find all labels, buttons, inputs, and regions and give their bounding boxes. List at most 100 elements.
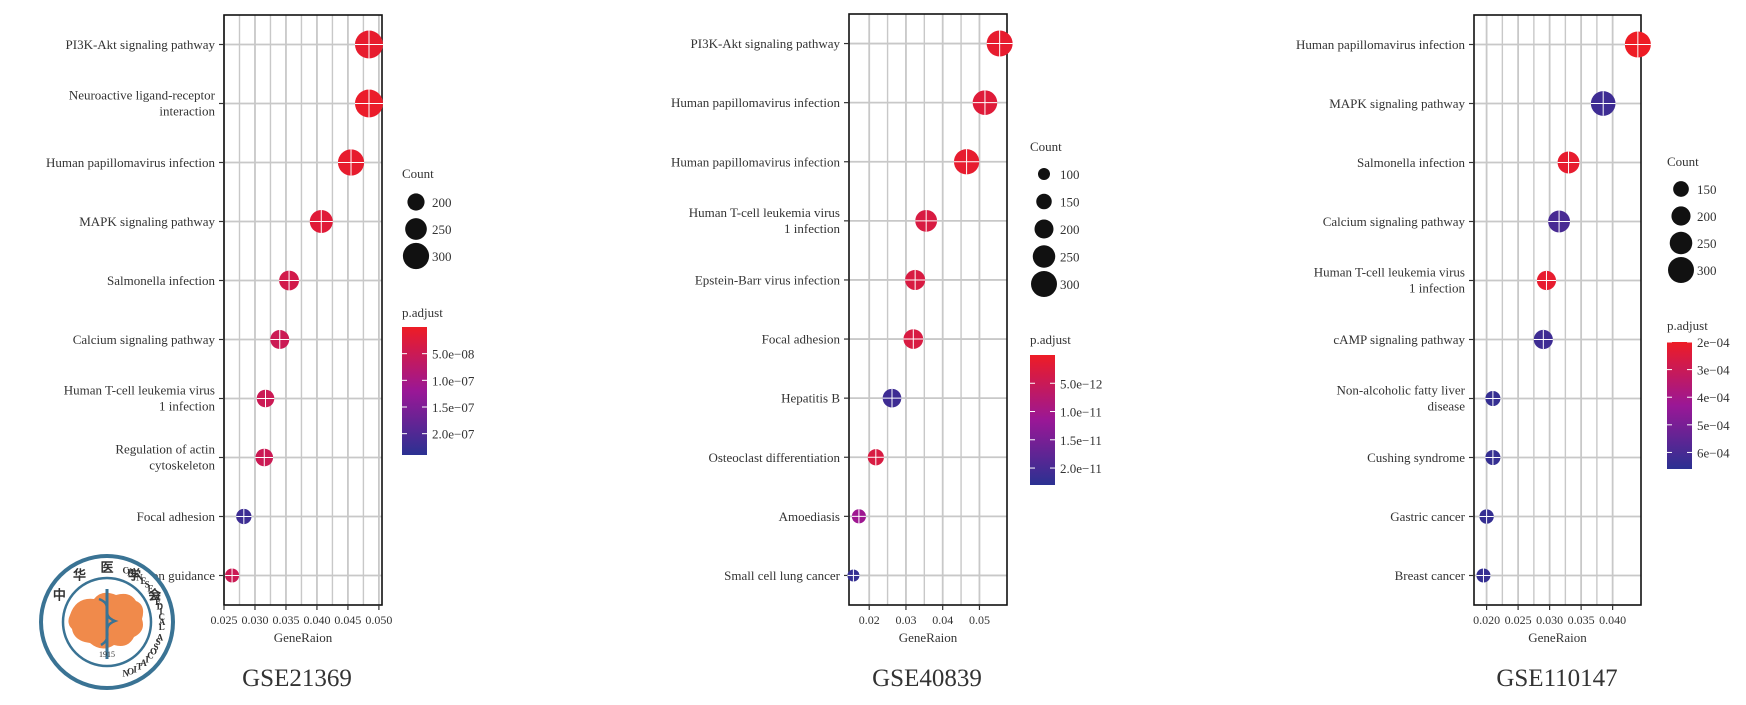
chinese-medical-association-logo: 中华医学会CH I NESE MEDICAL ASSOCIATION1915 [39, 554, 175, 690]
y-tick-label-line: Human papillomavirus infection [46, 155, 215, 170]
y-tick-label: Human T-cell leukemia virus 1 infection [689, 205, 841, 236]
logo-ring-letter: E [140, 576, 146, 586]
y-tick-label-line: Non-alcoholic fatty liver [1336, 383, 1465, 398]
y-tick-label: Regulation of actin cytoskeleton [115, 442, 215, 473]
size-legend-label: 300 [1060, 277, 1080, 292]
y-tick-label-line: Focal adhesion [137, 509, 216, 524]
x-tick-label: 0.035 [1568, 613, 1595, 627]
size-legend-title: Count [1667, 154, 1699, 169]
y-tick-label: Human T-cell leukemia virus 1 infection [1314, 265, 1466, 296]
size-legend-dot [405, 218, 427, 240]
x-tick-label: 0.035 [272, 613, 299, 627]
size-legend-dot [1032, 245, 1056, 268]
y-tick-label: Focal adhesion [762, 332, 841, 347]
y-tick-label-line: 1 infection [159, 399, 215, 414]
color-legend-title: p.adjust [402, 305, 443, 320]
y-tick-label-line: Hepatitis B [781, 391, 840, 406]
logo-ring-letter: A [159, 617, 166, 627]
logo-ring-letter: I [145, 655, 149, 665]
color-legend-label: 5.0e−08 [432, 347, 474, 362]
y-tick-label-line: Gastric cancer [1390, 509, 1465, 524]
logo-year: 1915 [99, 650, 115, 659]
y-tick-label: Non-alcoholic fatty liver disease [1336, 383, 1465, 414]
size-legend-dot [1031, 271, 1057, 297]
size-legend-label: 300 [432, 249, 452, 264]
x-tick-label: 0.04 [932, 613, 953, 627]
size-legend-label: 150 [1697, 182, 1717, 197]
y-tick-label: Focal adhesion [137, 509, 216, 524]
plot-border [223, 14, 383, 606]
y-tick-label: Human papillomavirus infection [671, 154, 840, 169]
y-tick-label-line: Human T-cell leukemia virus [689, 205, 840, 220]
x-axis-label: GeneRaion [1528, 630, 1587, 645]
color-legend-label: 5.0e−12 [1060, 376, 1102, 391]
y-tick-label-line: PI3K-Akt signaling pathway [691, 36, 841, 51]
color-legend-label: 2.0e−11 [1060, 461, 1102, 476]
logo-ring-letter: C [123, 565, 130, 575]
x-axis-label: GeneRaion [274, 630, 333, 645]
color-legend-bar [1667, 342, 1692, 469]
size-legend-dot [1038, 168, 1050, 180]
logo-ring-letter: H [127, 567, 134, 577]
logo-ring-letter: C [159, 612, 166, 622]
size-legend-label: 250 [1060, 250, 1080, 265]
y-tick-label: Salmonella infection [1357, 155, 1465, 170]
logo-ring-letter: S [154, 642, 159, 652]
y-tick-label-line: cAMP signaling pathway [1333, 332, 1465, 347]
y-tick-label-line: 1 infection [1409, 281, 1465, 296]
size-legend-title: Count [1030, 139, 1062, 154]
y-tick-label-line: Human T-cell leukemia virus [64, 383, 215, 398]
logo-ring-letter: S [156, 637, 161, 647]
logo-character: 中 [53, 588, 66, 603]
color-legend-label: 4e−04 [1697, 390, 1730, 405]
y-tick-label-line: Focal adhesion [762, 332, 841, 347]
y-tick-label: Gastric cancer [1390, 509, 1465, 524]
size-legend-dot [407, 193, 425, 211]
y-tick-label: Salmonella infection [107, 273, 215, 288]
y-tick-label-line: PI3K-Akt signaling pathway [66, 37, 216, 52]
size-legend-label: 100 [1060, 167, 1080, 182]
size-legend-dot [1671, 206, 1691, 226]
logo-ring-letter: N [136, 573, 143, 583]
logo-ring-letter: E [155, 597, 161, 607]
y-tick-label: Neuroactive ligand-receptor interaction [69, 88, 216, 119]
y-tick-label-line: disease [1427, 399, 1465, 414]
plot-border [848, 13, 1008, 606]
y-tick-label: MAPK signaling pathway [79, 214, 215, 229]
y-tick-label-line: Breast cancer [1395, 568, 1466, 583]
logo-character: 华 [73, 567, 86, 582]
logo-character: 学 [128, 567, 141, 582]
logo-ring-letter: M [152, 592, 161, 602]
y-tick-label-line: MAPK signaling pathway [1329, 96, 1465, 111]
size-legend-dot [1034, 219, 1054, 239]
y-tick-label-line: Osteoclast differentiation [708, 450, 840, 465]
y-tick-label-line: Calcium signaling pathway [73, 332, 216, 347]
size-legend-label: 300 [1697, 263, 1717, 278]
size-legend-dot [1669, 231, 1693, 255]
y-tick-label-line: Human papillomavirus infection [1296, 37, 1465, 52]
plot-border [1473, 14, 1642, 606]
x-tick-label: 0.050 [365, 613, 392, 627]
logo-ring-letter: L [159, 622, 165, 632]
y-tick-label-line: Cushing syndrome [1367, 450, 1465, 465]
logo-ring-letter: I [133, 664, 137, 674]
size-legend-dot [1668, 257, 1694, 283]
color-legend-label: 1.0e−11 [1060, 405, 1102, 420]
logo-ring-letter: I [159, 607, 163, 617]
logo-ring-letter: O [150, 646, 157, 656]
logo-character: 会 [148, 588, 162, 603]
x-tick-label: 0.020 [1473, 613, 1500, 627]
color-legend-title: p.adjust [1667, 318, 1708, 333]
logo-ring-letter: N [123, 669, 130, 679]
x-tick-label: 0.030 [1536, 613, 1563, 627]
x-tick-label: 0.025 [1505, 613, 1532, 627]
logo-ring-letter: A [140, 658, 147, 668]
size-legend-label: 200 [1060, 222, 1080, 237]
y-tick-label-line: Neuroactive ligand-receptor [69, 88, 216, 103]
color-legend-title: p.adjust [1030, 332, 1071, 347]
y-tick-label: Calcium signaling pathway [1323, 214, 1466, 229]
logo-ring-letter: I [133, 570, 137, 580]
size-legend-label: 150 [1060, 195, 1080, 210]
plot-area [224, 15, 382, 605]
y-tick-label-line: Small cell lung cancer [724, 568, 841, 583]
